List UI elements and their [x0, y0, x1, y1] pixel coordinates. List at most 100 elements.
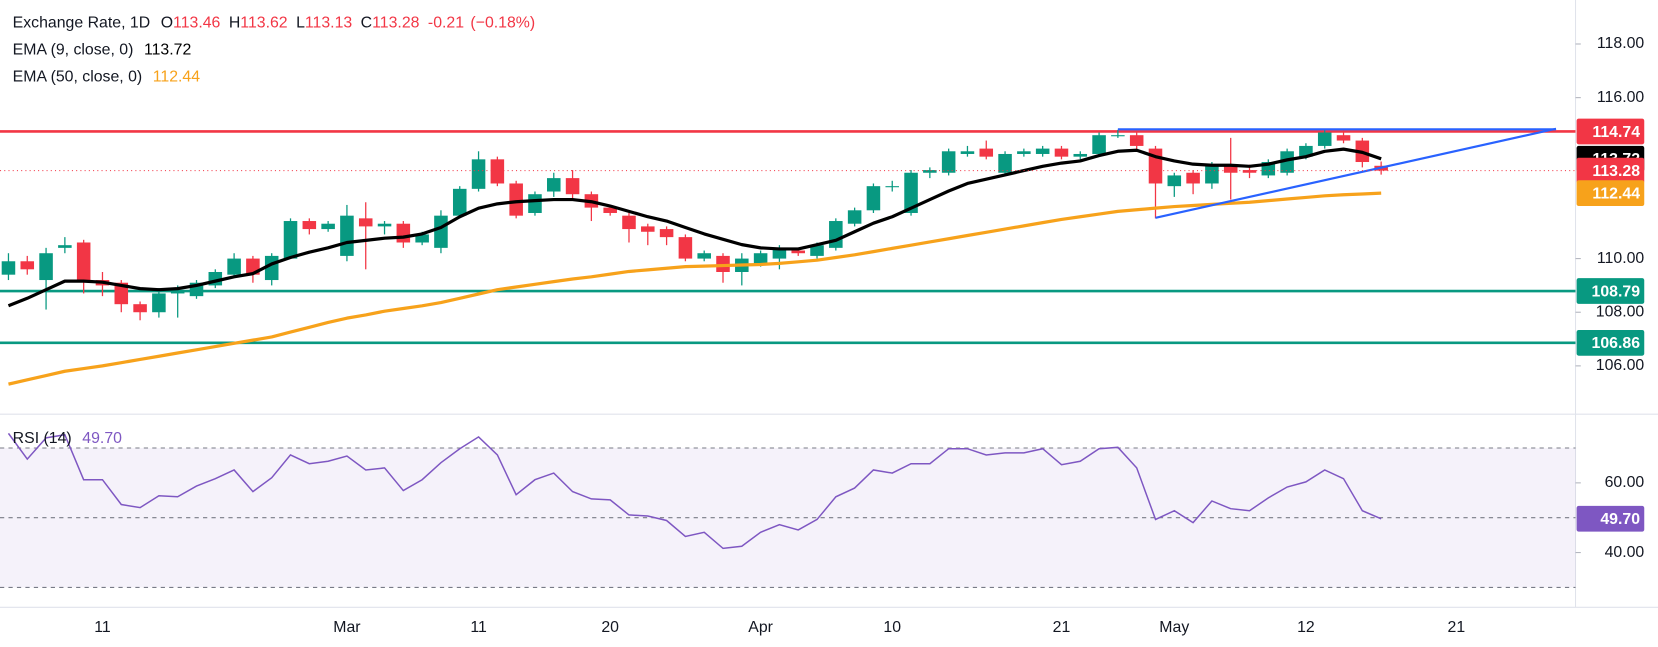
- level-tag-bg: [1576, 278, 1645, 304]
- candle-body: [1111, 135, 1125, 137]
- ohlc-value: 113.46: [173, 15, 220, 32]
- candle-body: [1035, 148, 1050, 154]
- level-tag: 108.79: [1592, 283, 1641, 300]
- candle-body: [1336, 135, 1351, 141]
- level-tag-bg: [1576, 118, 1645, 145]
- price-tag-bg: [1576, 157, 1645, 184]
- candle-body: [641, 226, 655, 232]
- candle-body: [904, 172, 918, 213]
- price-tag: 113.28: [1592, 163, 1640, 180]
- y-tick-label: 40.00: [1605, 544, 1645, 561]
- rsi-tag: 49.70: [1600, 511, 1640, 528]
- candle-body: [697, 253, 711, 259]
- candle-body: [133, 304, 147, 313]
- level-tag: 106.86: [1592, 335, 1641, 352]
- candle-body: [152, 293, 166, 313]
- candle-body: [923, 170, 937, 173]
- candle-body: [283, 221, 298, 259]
- x-tick-label: 10: [883, 619, 901, 636]
- candle-body: [434, 215, 448, 248]
- candle-body: [302, 221, 317, 230]
- rsi-line: [7, 432, 1382, 550]
- candle-body: [358, 218, 373, 227]
- ohlc-value: 113.62: [240, 15, 287, 32]
- ohlc-value: 113.13: [305, 15, 352, 32]
- candle-body: [1223, 164, 1238, 173]
- candle-body: [960, 151, 975, 154]
- candle-body: [415, 234, 429, 243]
- y-tick-label: 110.00: [1597, 250, 1644, 267]
- header: Exchange Rate, 1D O113.46 H113.62 L113.13 C1…: [13, 15, 536, 32]
- x-tick-label: 21: [1053, 619, 1071, 636]
- candle-body: [678, 237, 693, 259]
- candle-body: [753, 253, 768, 264]
- ohlc-value: 113.28: [372, 15, 419, 32]
- candle-body: [1092, 135, 1106, 154]
- candle-body: [227, 258, 241, 275]
- x-tick-label: 11: [94, 619, 111, 636]
- legend-name: EMA (50, close, 0): [13, 68, 143, 85]
- candle-body: [1, 261, 16, 275]
- candle-body: [377, 223, 392, 227]
- candle-body: [1317, 132, 1332, 146]
- x-tick-label: 20: [601, 619, 619, 636]
- candle-body: [1242, 170, 1257, 173]
- candle-body: [810, 245, 824, 256]
- candle-body: [791, 250, 805, 254]
- legend-entry: EMA (50, close, 0) 112.44: [13, 68, 201, 85]
- ohlc-key: H: [229, 15, 240, 32]
- candle-body: [1205, 164, 1219, 184]
- candle-body: [998, 153, 1012, 173]
- ema-tag-bg: [1576, 180, 1645, 207]
- candle-body: [76, 242, 91, 281]
- ohlc-key: L: [296, 15, 305, 32]
- change: -0.21: [428, 15, 464, 32]
- candle-body: [490, 159, 505, 184]
- candle-body: [340, 215, 354, 256]
- candle-body: [847, 210, 862, 224]
- y-tick-label: 116.00: [1597, 89, 1644, 106]
- ohlc-key: O: [161, 15, 173, 32]
- candle-body: [622, 215, 636, 230]
- candle-body: [1299, 145, 1313, 157]
- header-title: Exchange Rate, 1D: [13, 15, 150, 32]
- candle-body: [772, 247, 787, 259]
- legend-value: 113.72: [144, 42, 191, 59]
- legend-value: 112.44: [153, 68, 200, 85]
- x-tick-label: Apr: [748, 619, 773, 636]
- candle-body: [321, 223, 335, 230]
- candle-body: [39, 253, 53, 281]
- candle-body: [58, 245, 72, 248]
- candle-body: [565, 178, 580, 195]
- candle-body: [1129, 135, 1144, 146]
- candle-body: [547, 178, 561, 192]
- candle-body: [829, 221, 843, 248]
- candle-body: [1167, 175, 1182, 187]
- candle-body: [528, 194, 542, 213]
- ema-line: [8, 191, 1382, 386]
- legend-name: EMA (9, close, 0): [13, 42, 134, 59]
- candle-body: [866, 186, 881, 211]
- x-tick-label: 21: [1448, 619, 1466, 636]
- trendline: [1155, 127, 1557, 219]
- candle-body: [452, 188, 467, 216]
- ohlc-key: C: [361, 15, 372, 32]
- ema-line: [7, 147, 1382, 308]
- x-tick-label: Mar: [333, 619, 361, 636]
- candle-body: [509, 183, 523, 216]
- candle-body: [170, 290, 185, 294]
- y-tick-label: 118.00: [1597, 35, 1644, 52]
- candle-body: [20, 261, 35, 270]
- candle-body: [1073, 153, 1088, 157]
- legend-entry: RSI (14) 49.70: [13, 430, 122, 447]
- candle-body: [1054, 148, 1069, 157]
- y-tick-label: 108.00: [1596, 303, 1645, 320]
- y-tick-label: 60.00: [1605, 474, 1645, 491]
- candle-body: [396, 223, 411, 243]
- legend-entry: EMA (9, close, 0) 113.72: [13, 42, 192, 59]
- candle-body: [979, 148, 994, 157]
- candle-body: [1186, 172, 1200, 184]
